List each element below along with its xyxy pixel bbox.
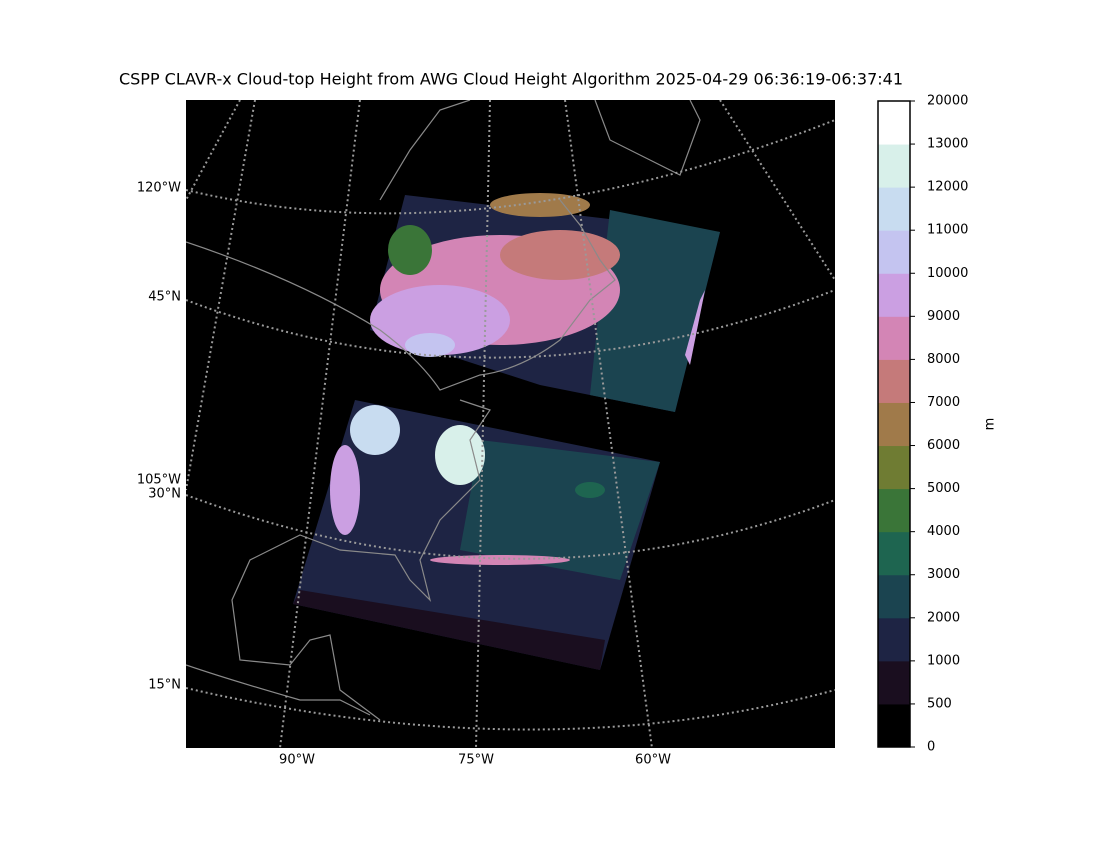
colorbar-tick-label: 0 xyxy=(927,740,935,755)
colorbar-tick-label: 7000 xyxy=(927,395,960,410)
lon-label: 75°W xyxy=(458,753,494,768)
colorbar-tick-label: 13000 xyxy=(927,137,968,152)
colorbar-segment xyxy=(878,445,910,490)
coastlines xyxy=(186,100,701,721)
colorbar: 0 500 1000 2000 3000 4000 5000 6000 7000 8000 9000… xyxy=(877,94,968,755)
colorbar-tick-label: 11000 xyxy=(927,223,968,238)
colorbar-segment xyxy=(878,574,910,619)
colorbar-segment xyxy=(878,187,910,231)
colorbar-frame xyxy=(877,100,911,748)
lon-label: 105°W xyxy=(137,473,181,488)
colorbar-segment xyxy=(878,316,910,360)
colorbar-tick-label: 500 xyxy=(927,696,952,711)
lon-label: 60°W xyxy=(635,753,671,768)
colorbar-segment xyxy=(878,359,910,403)
colorbar-segment xyxy=(878,144,910,188)
lat-label: 45°N xyxy=(148,290,181,305)
colorbar-tick-label: 8000 xyxy=(927,352,960,367)
lon-label: 90°W xyxy=(279,753,315,768)
graticule xyxy=(186,100,835,748)
colorbar-segment xyxy=(878,488,910,533)
colorbar-tick-label: 12000 xyxy=(927,180,968,195)
colorbar-tick-label: 10000 xyxy=(927,266,968,281)
colorbar-tick-label: 9000 xyxy=(927,309,960,324)
colorbar-segment xyxy=(878,402,910,447)
colorbar-segment xyxy=(878,617,910,662)
colorbar-segment xyxy=(878,273,910,317)
map: 120°W 45°N 105°W 30°N 15°N 90°W 75°W 60°… xyxy=(137,100,835,768)
lat-label: 15°N xyxy=(148,678,181,693)
colorbar-segment xyxy=(878,230,910,274)
colorbar-segment xyxy=(878,703,910,748)
colorbar-segment xyxy=(878,660,910,705)
colorbar-label: m xyxy=(983,418,998,431)
colorbar-segment xyxy=(878,101,910,145)
swath-south xyxy=(293,400,660,670)
lat-label: 30°N xyxy=(148,487,181,502)
colorbar-tick-label: 20000 xyxy=(927,94,968,109)
colorbar-tick-label: 1000 xyxy=(927,653,960,668)
swath-north xyxy=(370,193,720,412)
colorbar-tick-label: 6000 xyxy=(927,438,960,453)
title: CSPP CLAVR-x Cloud-top Height from AWG C… xyxy=(119,70,903,89)
colorbar-tick-label: 5000 xyxy=(927,481,960,496)
lon-label: 120°W xyxy=(137,181,181,196)
colorbar-segment xyxy=(878,531,910,576)
colorbar-tick-label: 4000 xyxy=(927,524,960,539)
colorbar-tick-label: 2000 xyxy=(927,610,960,625)
colorbar-tick-label: 3000 xyxy=(927,567,960,582)
